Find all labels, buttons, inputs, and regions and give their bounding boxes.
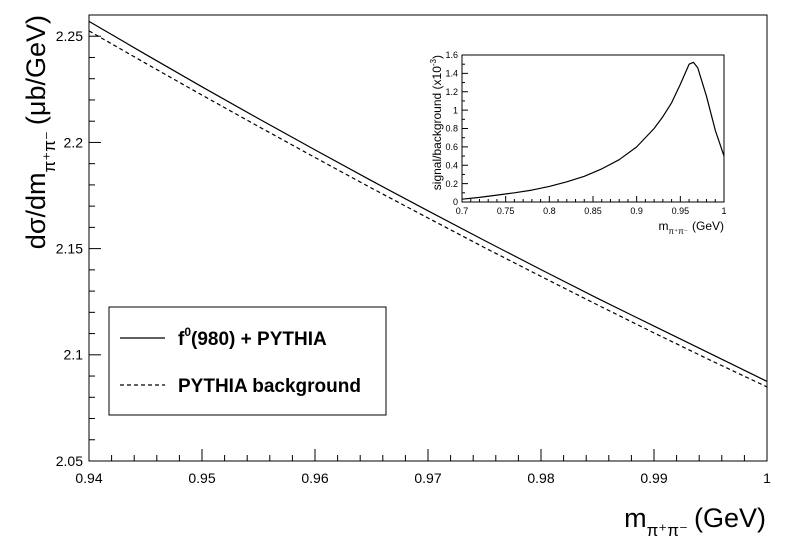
inset-axis-ticks: 0.7 0.75 0.8 0.85 0.9 0.95 1 0 0.2 0.4 0.6 0.8 1 1.2 1… bbox=[445, 50, 726, 216]
legend-label-background: PYTHIA background bbox=[178, 376, 361, 397]
inset-y-tick-label: 0.6 bbox=[445, 142, 458, 152]
inset-x-tick-label: 1 bbox=[721, 206, 726, 216]
main-x-tick-label: 1 bbox=[763, 470, 771, 486]
main-x-tick-label: 0.95 bbox=[188, 470, 215, 486]
main-y-tick-label: 2.2 bbox=[64, 134, 84, 150]
main-y-axis-title: dσ/dmπ⁺π⁻(μb/GeV) bbox=[21, 15, 59, 249]
inset-series-solid-line bbox=[461, 61, 725, 200]
main-axis-ticks: 0.94 0.95 0.96 0.97 0.98 0.99 1 2.05 2.1 2.15 2.2 2… bbox=[56, 14, 771, 486]
inset-x-tick-label: 0.7 bbox=[456, 206, 469, 216]
inset-x-tick-label: 0.8 bbox=[543, 206, 556, 216]
inset-y-tick-label: 0.8 bbox=[445, 124, 458, 134]
main-series-group bbox=[88, 20, 768, 388]
inset-y-tick-label: 0.2 bbox=[445, 179, 458, 189]
inset-y-axis-title: signal/background (x10-3) bbox=[429, 55, 444, 190]
main-x-tick-label: 0.98 bbox=[527, 470, 554, 486]
inset-y-tick-label: 0.4 bbox=[445, 160, 458, 170]
inset-y-tick-label: 1.6 bbox=[445, 50, 458, 60]
inset-series-group bbox=[461, 61, 725, 200]
main-series-solid-line bbox=[88, 20, 768, 382]
main-y-tick-label: 2.1 bbox=[64, 347, 84, 363]
main-x-tick-label: 0.97 bbox=[414, 470, 441, 486]
main-x-axis-title: mπ⁺π⁻ (GeV) bbox=[624, 503, 766, 536]
inset-y-tick-label: 1 bbox=[453, 105, 458, 115]
main-x-tick-label: 0.96 bbox=[301, 470, 328, 486]
inset-x-tick-label: 0.75 bbox=[497, 206, 515, 216]
main-x-tick-label: 0.99 bbox=[640, 470, 667, 486]
inset-x-axis-title: mπ⁺π⁻ (GeV) bbox=[659, 219, 725, 236]
main-y-tick-label: 2.05 bbox=[56, 453, 83, 469]
legend-label-signal: f0(980) + PYTHIA bbox=[178, 325, 327, 350]
main-x-tick-label: 0.94 bbox=[75, 470, 102, 486]
legend: f0(980) + PYTHIA PYTHIA background bbox=[108, 306, 387, 416]
inset-plot-background bbox=[462, 55, 724, 202]
inset-x-tick-label: 0.85 bbox=[584, 206, 602, 216]
inset-y-tick-label: 1.2 bbox=[445, 87, 458, 97]
inset-y-tick-label: 0 bbox=[453, 197, 458, 207]
legend-box bbox=[108, 306, 387, 416]
main-y-tick-label: 2.15 bbox=[56, 241, 83, 257]
main-y-tick-label: 2.25 bbox=[56, 28, 83, 44]
inset-plot: 0.7 0.75 0.8 0.85 0.9 0.95 1 0 0.2 0.4 0.6 0.8 1 1.2 1… bbox=[429, 50, 727, 236]
inset-y-tick-label: 1.4 bbox=[445, 69, 458, 79]
main-series-dashed-line bbox=[88, 30, 768, 388]
inset-x-tick-label: 0.95 bbox=[672, 206, 690, 216]
inset-x-tick-label: 0.9 bbox=[630, 206, 643, 216]
